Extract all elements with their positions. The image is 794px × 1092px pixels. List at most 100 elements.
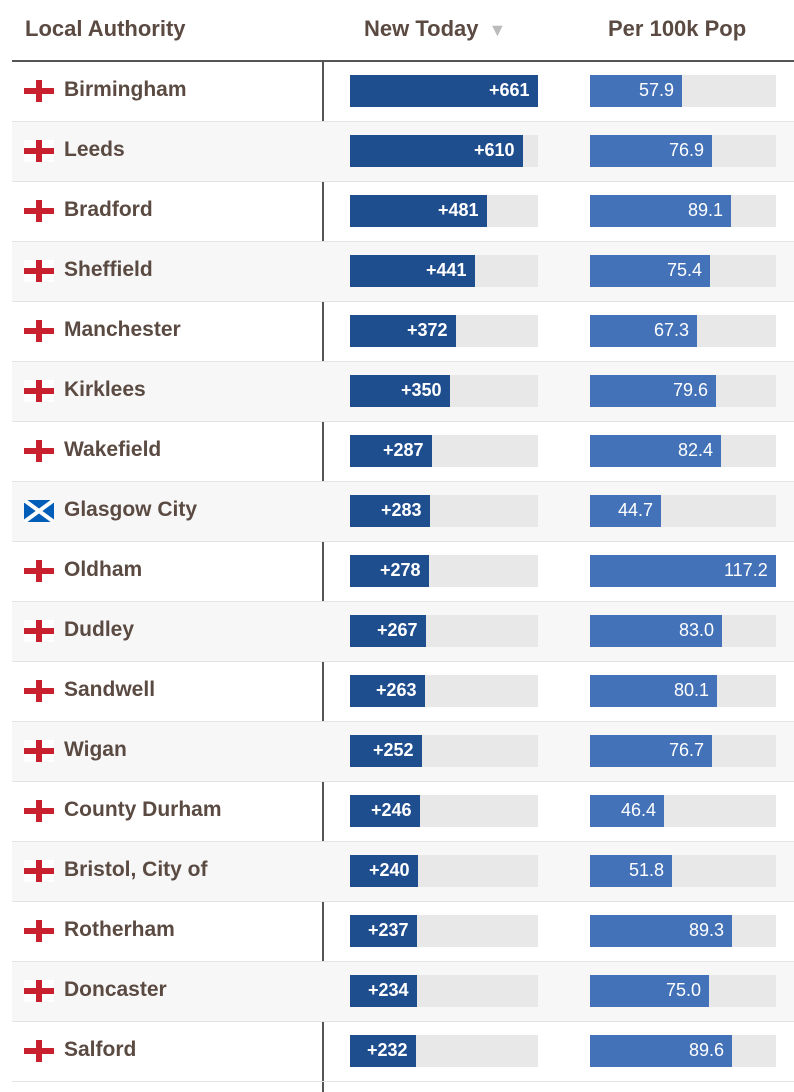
england-flag-icon	[24, 200, 54, 222]
england-flag-icon	[24, 740, 54, 762]
new-today-value: +283	[381, 500, 422, 520]
local-authority-name: Sheffield	[64, 258, 153, 281]
per-100k-bar-track: 76.9	[590, 135, 776, 167]
new-today-bar-track: +287	[350, 435, 538, 467]
new-today-bar-track: +610	[350, 135, 538, 167]
local-authority-name: Bristol, City of	[64, 858, 208, 881]
per-100k-bar: 89.6	[590, 1035, 732, 1067]
table-row: Sandwell +263 80.1	[12, 662, 794, 722]
table-row: Wigan +252 76.7	[12, 722, 794, 782]
new-today-bar: +232	[350, 1035, 416, 1067]
per-100k-bar-track: 79.6	[590, 375, 776, 407]
per-100k-bar: 46.4	[590, 795, 664, 827]
per-100k-bar-track: 46.4	[590, 795, 776, 827]
new-today-bar: +267	[350, 615, 426, 647]
new-today-bar-track: +246	[350, 795, 538, 827]
local-authority-name: Sandwell	[64, 678, 156, 701]
new-today-bar: +246	[350, 795, 420, 827]
england-flag-icon	[24, 140, 54, 162]
new-today-bar-track: +283	[350, 495, 538, 527]
new-today-bar: +240	[350, 855, 418, 887]
new-today-bar: +441	[350, 255, 475, 287]
per-100k-bar-track: 44.7	[590, 495, 776, 527]
new-today-bar-track: +267	[350, 615, 538, 647]
new-today-value: +287	[383, 440, 424, 460]
new-today-bar: +278	[350, 555, 429, 587]
table-row: Salford +232 89.6	[12, 1022, 794, 1082]
england-flag-icon	[24, 980, 54, 1002]
per-100k-value: 46.4	[621, 800, 657, 820]
local-authority-name: Salford	[64, 1038, 137, 1061]
new-today-value: +252	[373, 740, 414, 760]
new-today-bar: +234	[350, 975, 417, 1007]
per-100k-bar: 89.3	[590, 915, 732, 947]
new-today-bar: +481	[350, 195, 487, 227]
per-100k-value: 76.7	[669, 740, 705, 760]
per-100k-bar-track: 80.1	[590, 675, 776, 707]
per-100k-value: 76.9	[669, 140, 705, 160]
per-100k-bar: 82.4	[590, 435, 721, 467]
table-row: Manchester +372 67.3	[12, 302, 794, 362]
column-header-new-today[interactable]: New Today ▼	[364, 16, 506, 42]
new-today-bar: +287	[350, 435, 432, 467]
per-100k-value: 67.3	[654, 320, 690, 340]
per-100k-bar-track: 67.3	[590, 315, 776, 347]
new-today-bar-track: +237	[350, 915, 538, 947]
new-today-bar: +252	[350, 735, 422, 767]
england-flag-icon	[24, 860, 54, 882]
per-100k-bar: 67.3	[590, 315, 697, 347]
per-100k-value: 75.0	[666, 980, 702, 1000]
per-100k-value: 44.7	[618, 500, 654, 520]
local-authority-name: Bradford	[64, 198, 153, 221]
per-100k-bar: 44.7	[590, 495, 661, 527]
england-flag-icon	[24, 1040, 54, 1062]
new-today-bar-track: +661	[350, 75, 538, 107]
per-100k-value: 89.3	[689, 920, 725, 940]
per-100k-bar-track: 57.9	[590, 75, 776, 107]
new-today-value: +237	[368, 920, 409, 940]
per-100k-bar: 117.2	[590, 555, 776, 587]
new-today-bar-track: +252	[350, 735, 538, 767]
local-authority-name: Doncaster	[64, 978, 167, 1001]
new-today-bar-track: +240	[350, 855, 538, 887]
per-100k-bar-track: 75.4	[590, 255, 776, 287]
column-header-local-authority[interactable]: Local Authority	[25, 16, 186, 42]
per-100k-bar-track: 51.8	[590, 855, 776, 887]
per-100k-bar-track: 76.7	[590, 735, 776, 767]
local-authority-name: Manchester	[64, 318, 181, 341]
table-row: Rotherham +237 89.3	[12, 902, 794, 962]
per-100k-value: 80.1	[674, 680, 710, 700]
column-header-local-authority-label: Local Authority	[25, 16, 186, 41]
local-authority-name: Birmingham	[64, 78, 187, 101]
local-authority-name: Wakefield	[64, 438, 162, 461]
england-flag-icon	[24, 440, 54, 462]
column-header-per-100k[interactable]: Per 100k Pop	[608, 16, 746, 42]
per-100k-bar-track: 89.3	[590, 915, 776, 947]
new-today-value: +232	[367, 1040, 408, 1060]
local-authority-name: Oldham	[64, 558, 143, 581]
england-flag-icon	[24, 80, 54, 102]
local-authority-name: Glasgow City	[64, 498, 198, 521]
per-100k-bar: 83.0	[590, 615, 722, 647]
table-header: Local Authority New Today ▼ Per 100k Pop	[12, 0, 794, 62]
table-row: Doncaster +234 75.0	[12, 962, 794, 1022]
new-today-bar-track: +372	[350, 315, 538, 347]
per-100k-value: 117.2	[724, 560, 768, 580]
new-today-bar-track: +481	[350, 195, 538, 227]
local-authority-name: Rotherham	[64, 918, 175, 941]
new-today-value: +278	[380, 560, 421, 580]
new-today-bar: +350	[350, 375, 450, 407]
new-today-value: +234	[368, 980, 409, 1000]
england-flag-icon	[24, 260, 54, 282]
new-today-value: +263	[376, 680, 417, 700]
sort-descending-icon[interactable]: ▼	[488, 20, 507, 40]
england-flag-icon	[24, 800, 54, 822]
per-100k-bar-track: 89.1	[590, 195, 776, 227]
table-body: Birmingham +661 57.9 Leeds +610 76.9 Bradford +…	[12, 62, 794, 1082]
per-100k-bar-track: 117.2	[590, 555, 776, 587]
per-100k-value: 89.1	[688, 200, 724, 220]
per-100k-value: 83.0	[679, 620, 715, 640]
table-row: Dudley +267 83.0	[12, 602, 794, 662]
column-header-per-100k-label: Per 100k Pop	[608, 16, 747, 41]
per-100k-bar: 51.8	[590, 855, 672, 887]
